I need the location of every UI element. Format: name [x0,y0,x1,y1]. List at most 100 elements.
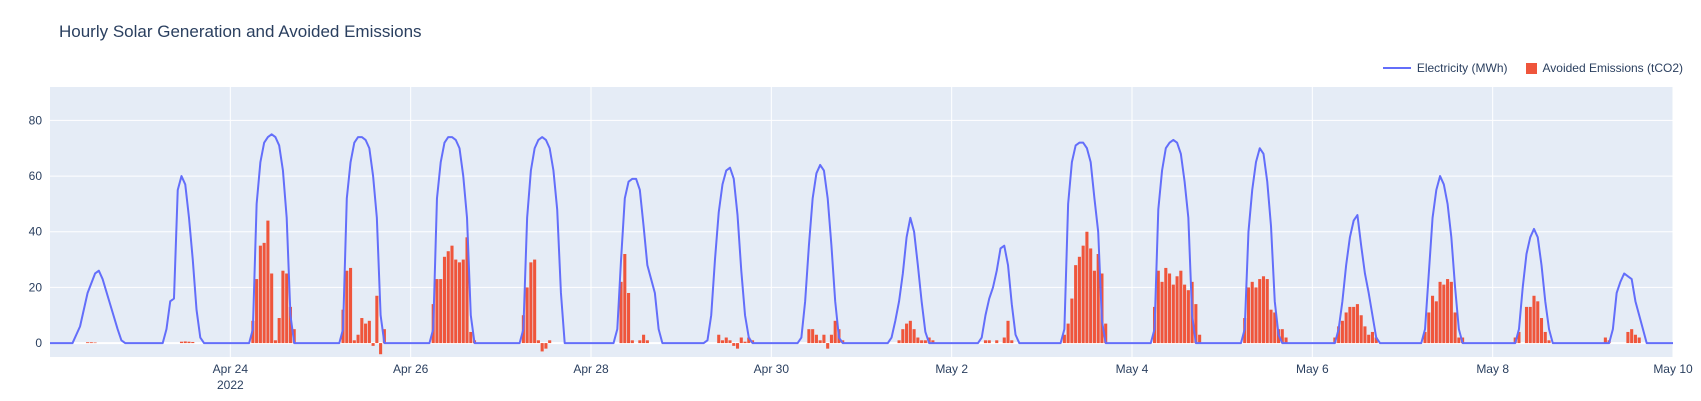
y-tick-label: 40 [29,225,43,239]
emissions-bar [924,340,927,343]
emissions-bar [1161,282,1164,343]
emissions-bar [180,342,183,343]
emissions-bar [191,342,194,343]
emissions-bar [920,340,923,343]
y-tick-label: 60 [29,169,43,183]
emissions-bar [1363,326,1366,343]
emissions-bar [901,329,904,343]
emissions-bar [1266,279,1269,343]
emissions-bar [1525,307,1528,343]
emissions-bar [368,321,371,343]
emissions-bar [1439,282,1442,343]
emissions-bar [443,257,446,343]
emissions-bar [1435,301,1438,343]
emissions-bar [274,340,277,343]
emissions-bar [1442,285,1445,343]
emissions-bar [1157,271,1160,343]
emissions-bar [375,296,378,343]
emissions-bar [1352,307,1355,343]
emissions-bar [646,340,649,343]
emissions-bar [819,340,822,343]
emissions-bar [1070,299,1073,344]
emissions-bar [1454,312,1457,343]
emissions-bar [1540,318,1543,343]
emissions-bar [1450,282,1453,343]
x-tick-label: Apr 24 [213,362,249,376]
emissions-bar [822,335,825,343]
emissions-bar [372,343,375,346]
emissions-bar [285,273,288,343]
emissions-bar [1547,340,1550,343]
emissions-bar [1345,312,1348,343]
emissions-bar [826,343,829,349]
emissions-bar [988,340,991,343]
emissions-bar [631,340,634,343]
emissions-bar [86,342,89,343]
emissions-bar [1176,276,1179,343]
x-tick-year-label: 2022 [217,378,244,392]
emissions-bar [1258,279,1261,343]
x-tick-label: Apr 26 [393,362,429,376]
emissions-bar [537,340,540,343]
emissions-bar [450,246,453,343]
emissions-bar [1262,276,1265,343]
emissions-bar [732,343,735,346]
emissions-bar [1168,273,1171,343]
emissions-bar [736,343,739,349]
emissions-bar [266,221,269,343]
x-axis-ticks: Apr 24 2022 Apr 26 Apr 28 Apr 30 May 2 May 4 Ma… [213,362,1693,392]
emissions-bar [462,260,465,344]
emissions-bar [743,342,746,343]
emissions-bar [717,335,720,343]
emissions-bar [259,246,262,343]
emissions-bar [469,332,472,343]
emissions-bar [1172,285,1175,343]
emissions-bar [721,340,724,343]
emissions-bar [544,343,547,349]
y-tick-label: 0 [35,336,42,350]
emissions-bar [278,318,281,343]
emissions-bar [916,338,919,344]
emissions-bar [830,335,833,343]
emissions-bar [364,324,367,343]
emissions-bar [353,340,356,343]
emissions-bar [1529,307,1532,343]
emissions-bar [995,340,998,343]
emissions-bar [1179,271,1182,343]
emissions-bar [725,338,728,344]
emissions-bar [1348,307,1351,343]
emissions-bar [728,340,731,343]
emissions-bar [1089,248,1092,343]
emissions-bar [1085,232,1088,343]
emissions-bar [1371,332,1374,343]
emissions-bar [1010,340,1013,343]
emissions-bar [1360,315,1363,343]
emissions-bar [255,279,258,343]
emissions-bar [1006,321,1009,343]
emissions-bar [1093,271,1096,343]
emissions-bar [447,251,450,343]
emissions-bar [187,342,190,343]
emissions-bar [548,340,551,343]
emissions-bar [1082,246,1085,343]
emissions-bar [94,343,97,344]
emissions-bar [811,329,814,343]
emissions-bar [1367,335,1370,343]
y-tick-label: 80 [29,113,43,127]
emissions-bar [807,329,810,343]
emissions-bar [281,271,284,343]
emissions-bar [623,254,626,343]
emissions-bar [1532,296,1535,343]
emissions-bar [357,335,360,343]
emissions-bar [533,260,536,344]
emissions-bar [834,321,837,343]
emissions-bar [360,318,363,343]
emissions-bar [898,340,901,343]
emissions-bar [1183,285,1186,343]
x-tick-label: May 8 [1476,362,1509,376]
y-tick-label: 20 [29,280,43,294]
emissions-bar [1187,290,1190,343]
emissions-bar [1003,338,1006,344]
emissions-bar [1536,301,1539,343]
